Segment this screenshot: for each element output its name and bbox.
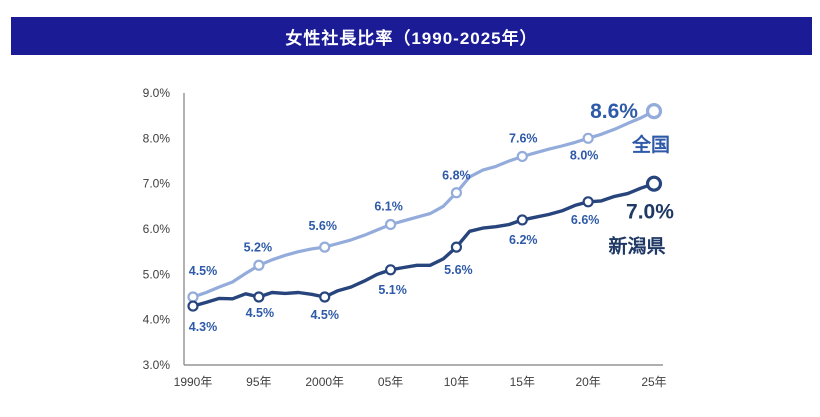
x-axis-tick-label: 1990年: [174, 375, 213, 389]
niigata-data-label: 6.6%: [571, 213, 600, 227]
national-marker: [319, 241, 331, 253]
niigata-data-label: 4.3%: [189, 320, 218, 334]
niigata-marker: [450, 241, 463, 253]
national-data-label: 7.6%: [509, 131, 538, 145]
niigata-marker: [516, 214, 528, 226]
niigata-series-line: [191, 181, 656, 308]
niigata-marker: [582, 196, 594, 208]
y-axis-tick-label: 4.0%: [143, 313, 171, 327]
niigata-data-label: 4.5%: [246, 306, 275, 320]
y-axis-tick-label: 5.0%: [143, 267, 171, 281]
niigata-data-label: 4.5%: [310, 308, 339, 322]
x-axis-tick-label: 20年: [575, 375, 600, 389]
national-end-value-label: 8.6%: [590, 100, 638, 123]
x-axis-tick-label: 95年: [246, 375, 271, 389]
national-data-label: 4.5%: [189, 264, 218, 278]
national-end-marker: [645, 103, 663, 120]
y-axis-tick-label: 8.0%: [143, 131, 171, 145]
national-series-name: 全国: [631, 133, 670, 156]
niigata-data-label: 5.1%: [378, 283, 407, 297]
y-axis-tick-label: 7.0%: [143, 177, 171, 191]
x-axis-tick-label: 05年: [378, 375, 403, 389]
title-banner: 女性社長比率（1990-2025年）: [11, 17, 812, 55]
national-marker: [384, 218, 397, 231]
x-axis-tick-label: 25年: [641, 375, 666, 389]
national-data-label: 6.8%: [442, 169, 471, 183]
national-marker: [187, 291, 199, 303]
x-axis-tick-label: 15年: [510, 375, 535, 389]
national-data-label: 5.6%: [308, 219, 337, 233]
niigata-data-label: 6.2%: [509, 233, 538, 247]
national-marker: [253, 259, 265, 271]
niigata-marker: [253, 291, 265, 303]
niigata-end-value-label: 7.0%: [626, 201, 674, 224]
y-axis-tick-label: 3.0%: [143, 358, 171, 372]
national-marker: [582, 132, 594, 144]
chart-title: 女性社長比率（1990-2025年）: [285, 28, 538, 48]
national-data-label: 6.1%: [374, 199, 403, 213]
niigata-marker: [319, 291, 331, 303]
niigata-marker: [384, 264, 397, 276]
niigata-series-name: 新潟県: [608, 235, 665, 258]
x-axis-tick-label: 10年: [444, 375, 469, 389]
national-data-label: 5.2%: [244, 240, 273, 254]
national-data-label: 8.0%: [570, 148, 599, 162]
x-axis-tick-label: 2000年: [305, 375, 344, 389]
niigata-marker: [187, 300, 199, 312]
national-marker: [450, 187, 463, 199]
niigata-data-label: 5.6%: [444, 263, 473, 277]
national-series-line: [191, 109, 656, 299]
y-axis-tick-label: 9.0%: [143, 86, 171, 100]
y-axis-tick-label: 6.0%: [143, 222, 171, 236]
national-marker: [516, 150, 528, 163]
niigata-end-marker: [645, 175, 663, 192]
